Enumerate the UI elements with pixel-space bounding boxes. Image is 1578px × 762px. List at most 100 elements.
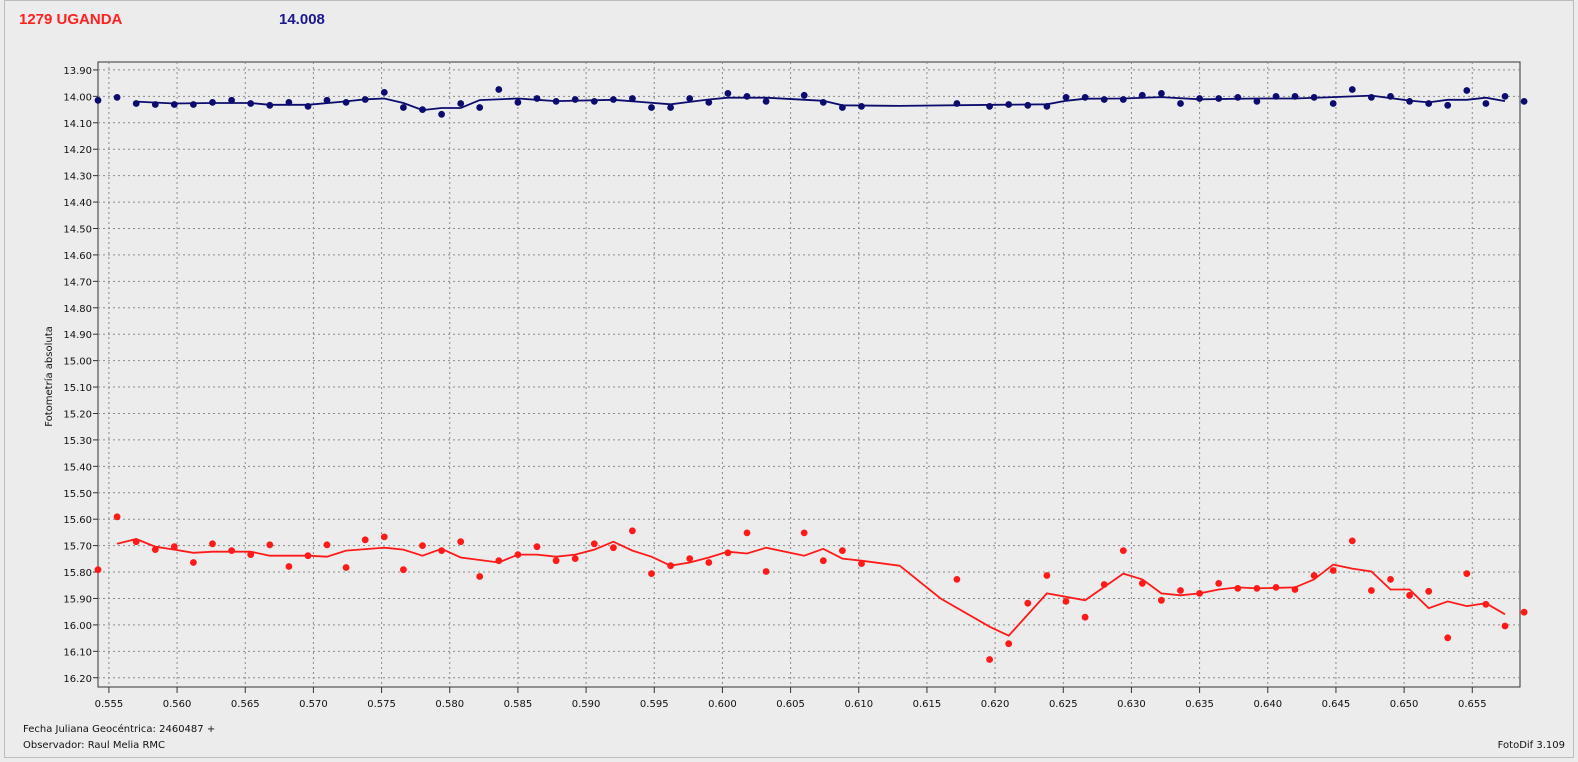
asteroid-point: [419, 542, 426, 549]
x-tick-label: 0.645: [1322, 699, 1351, 710]
comparison_star-point: [629, 95, 636, 102]
asteroid-point: [686, 555, 694, 562]
comparison_star-point: [1158, 90, 1165, 97]
x-tick-label: 0.655: [1458, 699, 1487, 710]
plot-area: [97, 61, 1521, 688]
asteroid-point: [266, 541, 274, 549]
x-tick-label: 0.620: [981, 699, 1010, 710]
asteroid-point: [571, 555, 579, 562]
observer-label: Observador: Raul Melia RMC: [23, 740, 166, 751]
asteroid-point: [800, 529, 808, 537]
y-axis: 13.90 14.00 14.10 14.20 14.30 14.40 14.50 14.60…: [63, 66, 98, 685]
comparison_star-point: [1177, 100, 1184, 107]
asteroid-point: [514, 551, 522, 558]
asteroid-point: [1406, 591, 1413, 599]
comparison_star-point: [228, 96, 236, 104]
asteroid-point: [1387, 576, 1394, 583]
asteroid-point: [1501, 622, 1509, 630]
asteroid-point: [323, 541, 331, 549]
comparison_star-point: [380, 89, 388, 96]
y-tick-label: 14.10: [63, 119, 92, 130]
comparison_star-point: [190, 101, 197, 108]
y-tick-label: 15.00: [63, 357, 92, 368]
asteroid-point: [1215, 580, 1223, 587]
x-tick-label: 0.600: [708, 699, 737, 710]
comparison_star-point: [1119, 96, 1127, 103]
comparison_star-point: [514, 99, 522, 106]
asteroid-point: [438, 547, 445, 554]
asteroid-point: [1425, 587, 1433, 595]
comparison_star-point: [323, 96, 331, 104]
asteroid-point: [380, 533, 388, 541]
comparison_star-point: [94, 96, 102, 104]
comparison_star-point: [132, 100, 140, 107]
grid-lines: [98, 62, 1520, 687]
comparison_star-point: [342, 99, 350, 106]
comparison_star-point: [304, 103, 312, 110]
asteroid-point: [1119, 547, 1127, 554]
comparison_star-point: [762, 98, 770, 105]
comparison_star-point: [1406, 98, 1413, 105]
asteroid-point: [1177, 587, 1184, 594]
asteroid-point: [1253, 585, 1261, 592]
asteroid-point: [1520, 608, 1528, 616]
y-tick-label: 16.00: [63, 621, 92, 632]
comparison_star-point: [743, 93, 751, 100]
x-tick-label: 0.595: [640, 699, 669, 710]
x-axis: 0.555 0.560 0.565 0.570 0.575 0.580 0.585 0.590…: [95, 687, 1487, 710]
asteroid-point: [285, 563, 293, 570]
comparison_star-point: [839, 104, 846, 111]
asteroid-point: [533, 543, 541, 551]
asteroid-point: [1482, 600, 1490, 608]
data-points: [94, 86, 1528, 663]
asteroid-point: [1138, 580, 1146, 587]
asteroid-point: [629, 527, 636, 535]
asteroid-point: [1368, 587, 1375, 594]
asteroid-point: [1062, 598, 1070, 605]
asteroid-point: [1272, 584, 1280, 591]
y-tick-label: 15.20: [63, 409, 92, 420]
x-tick-label: 0.585: [504, 699, 533, 710]
object-title: 1279 UGANDA: [19, 11, 123, 28]
x-tick-label: 0.635: [1185, 699, 1214, 710]
asteroid-point: [1310, 572, 1318, 579]
asteroid-point: [858, 560, 865, 567]
asteroid-point: [400, 566, 407, 574]
x-tick-label: 0.615: [913, 699, 942, 710]
asteroid-point: [986, 656, 993, 663]
comparison_star-point: [1387, 93, 1394, 100]
comparison_star-point: [247, 100, 255, 107]
asteroid-point: [724, 549, 732, 557]
comparison_star-point: [1024, 101, 1032, 109]
comparison_star-point: [113, 94, 121, 101]
asteroid-point: [476, 573, 484, 580]
comparison_star-point: [1196, 95, 1203, 102]
y-tick-label: 14.50: [63, 224, 92, 235]
asteroid-point: [552, 557, 560, 565]
comparison_star-point: [1081, 94, 1089, 101]
asteroid-point: [304, 552, 312, 560]
x-tick-label: 0.605: [776, 699, 805, 710]
asteroid-point: [705, 559, 713, 566]
y-tick-label: 14.60: [63, 251, 92, 262]
y-tick-label: 15.40: [63, 462, 92, 473]
asteroid-point: [132, 538, 140, 546]
asteroid-point: [1024, 599, 1032, 607]
asteroid-point: [762, 568, 770, 575]
comparison_star-point: [1444, 101, 1452, 109]
comparison_star-point: [1005, 101, 1013, 108]
comparison_star-point: [1234, 94, 1242, 101]
comparison_star-point: [1043, 103, 1051, 110]
asteroid-point: [953, 576, 961, 583]
light-curve-chart: 13.90 14.00 14.10 14.20 14.30 14.40 14.50 14.60…: [43, 61, 1528, 710]
x-tick-label: 0.590: [572, 699, 601, 710]
comparison_star-point: [552, 98, 560, 105]
asteroid-point: [94, 566, 102, 574]
x-tick-label: 0.570: [299, 699, 328, 710]
comparison_star-point: [285, 99, 293, 106]
y-tick-label: 14.00: [63, 92, 92, 103]
comparison_star-point: [800, 91, 808, 99]
mean-magnitude: 14.008: [279, 11, 325, 28]
comparison_star-point: [610, 96, 617, 103]
comparison_star-point: [438, 110, 445, 118]
